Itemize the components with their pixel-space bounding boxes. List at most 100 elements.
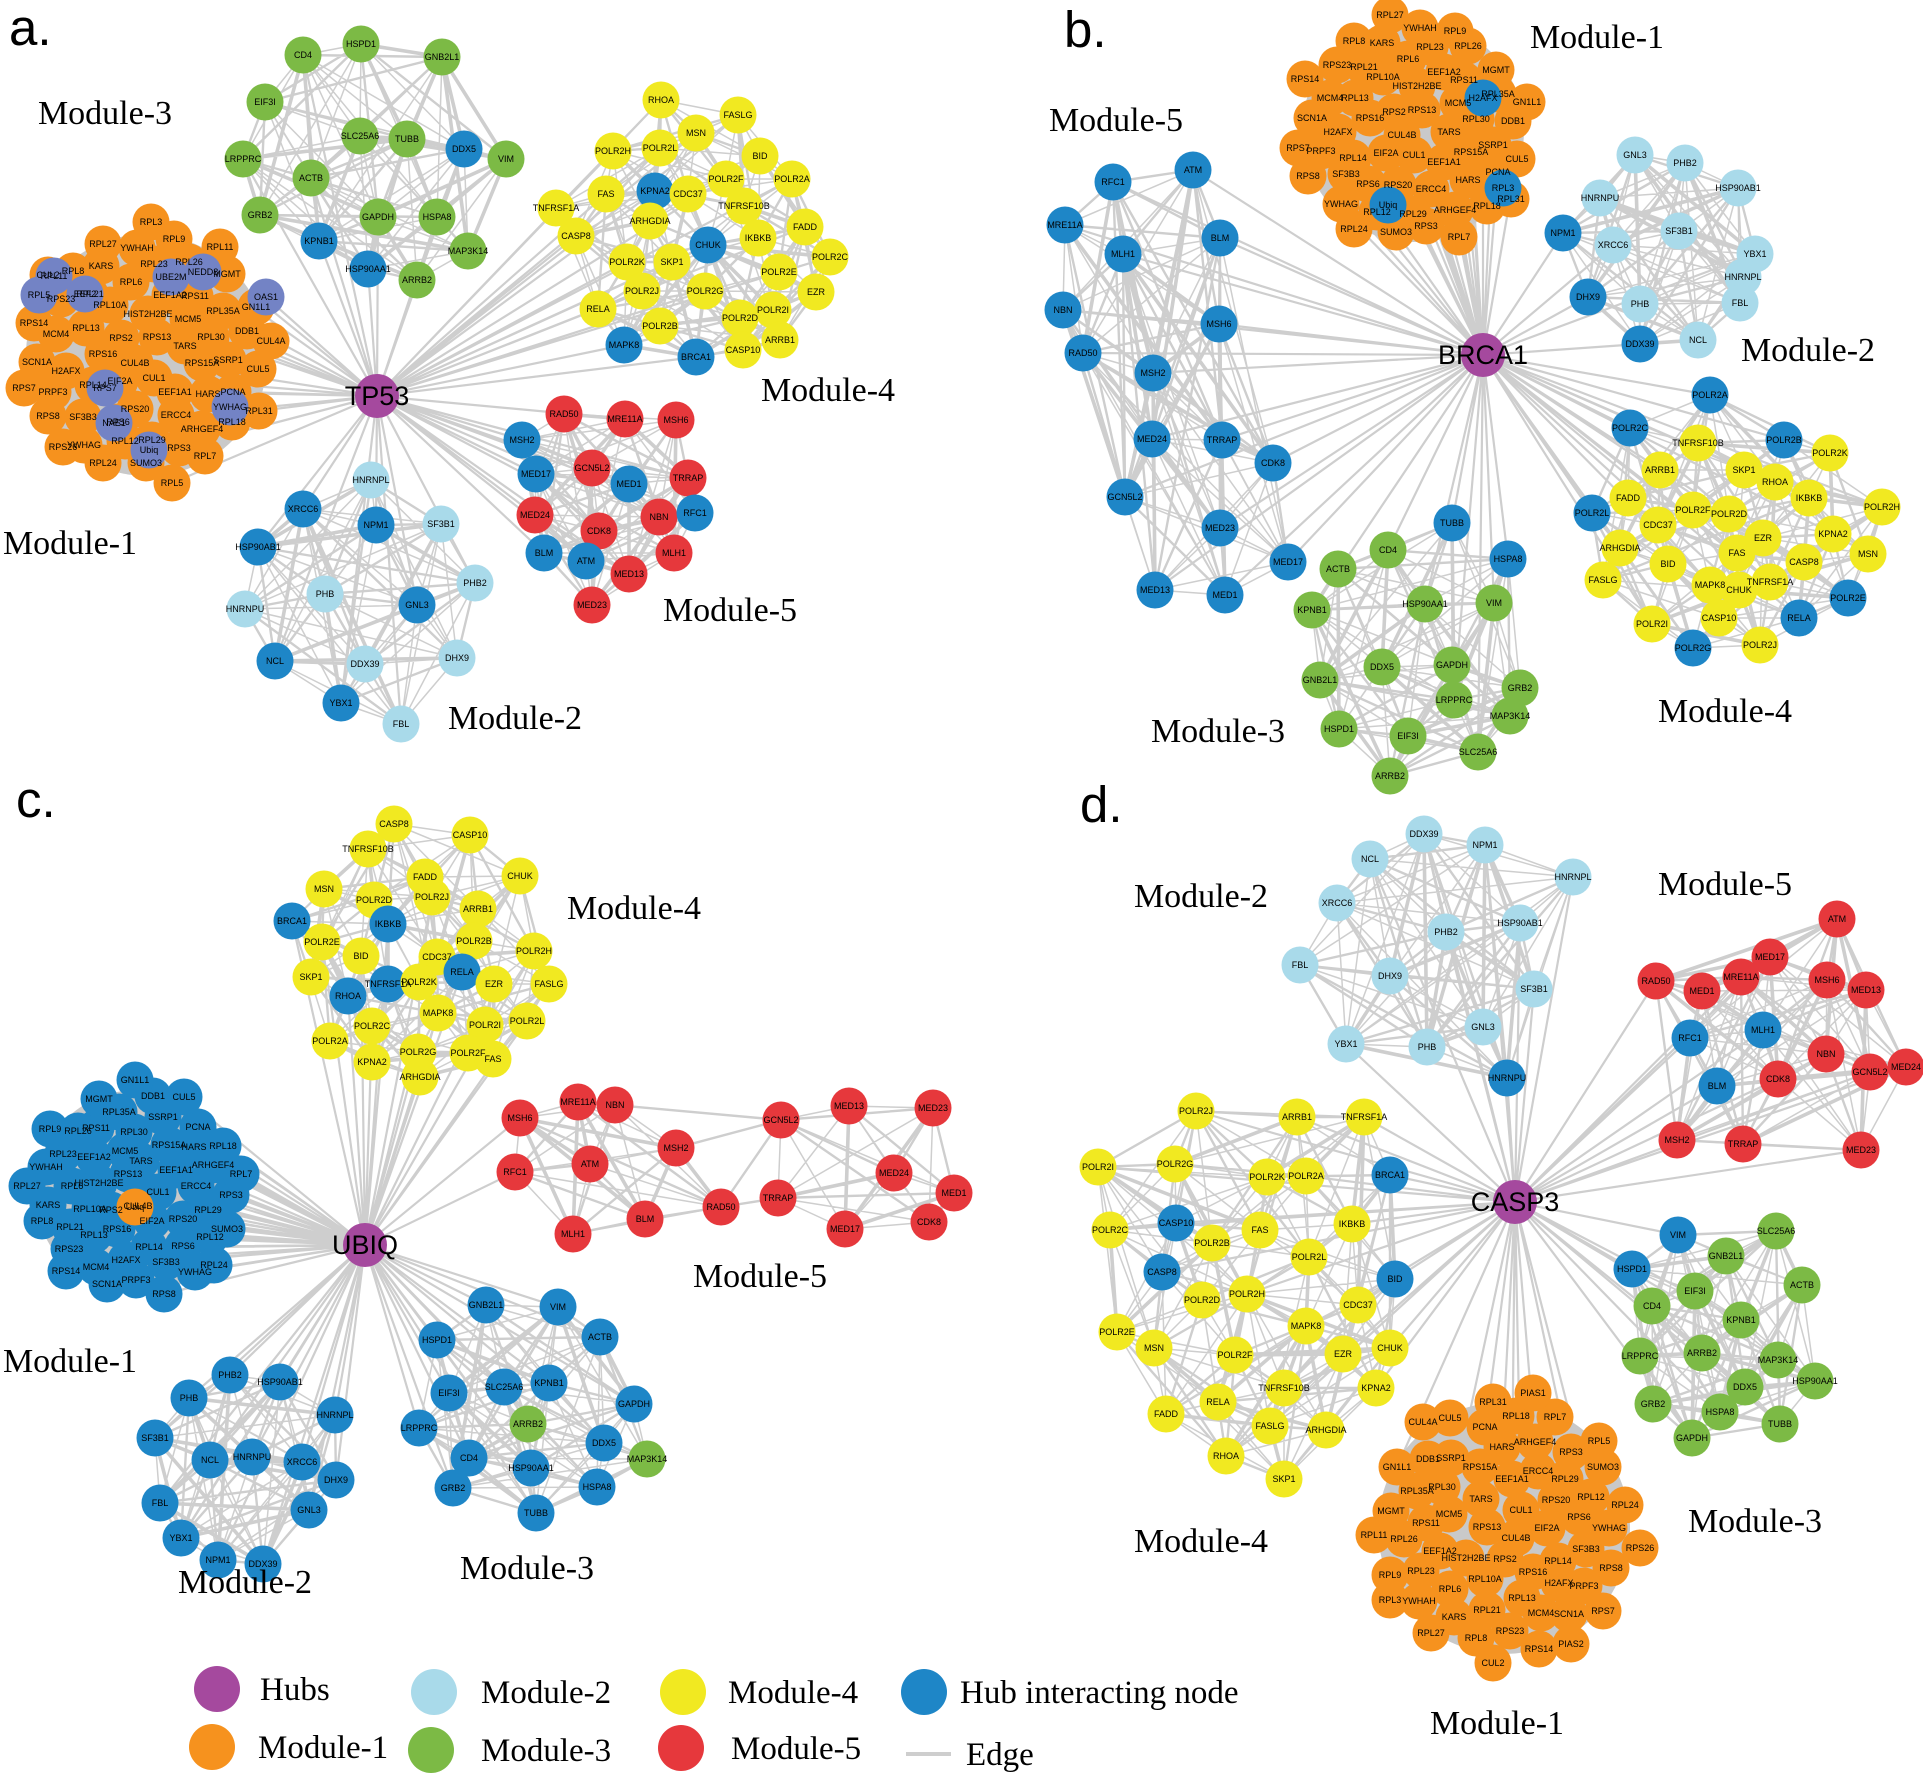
svg-text:DDX39: DDX39 (350, 659, 379, 669)
svg-text:CDK8: CDK8 (1766, 1074, 1790, 1084)
svg-text:KPNA2: KPNA2 (1361, 1383, 1391, 1393)
svg-text:POLR2F: POLR2F (1675, 505, 1711, 515)
svg-text:NPM1: NPM1 (363, 520, 388, 530)
svg-text:Module-3: Module-3 (1151, 713, 1285, 750)
svg-text:TUBB: TUBB (1440, 518, 1464, 528)
svg-text:ARHGDIA: ARHGDIA (1305, 1425, 1346, 1435)
svg-text:POLR2C: POLR2C (1612, 423, 1649, 433)
svg-text:LRPPRC: LRPPRC (401, 1423, 438, 1433)
svg-text:MED17: MED17 (1273, 557, 1303, 567)
svg-text:FBL: FBL (1292, 960, 1309, 970)
svg-text:SF3B3: SF3B3 (69, 412, 97, 422)
svg-text:ACTB: ACTB (1790, 1280, 1814, 1290)
svg-text:SF3B1: SF3B1 (141, 1433, 169, 1443)
svg-text:MED17: MED17 (521, 469, 551, 479)
svg-text:MRE11A: MRE11A (560, 1097, 595, 1107)
svg-text:RPL27: RPL27 (1417, 1628, 1445, 1638)
svg-text:TRRAP: TRRAP (1207, 435, 1238, 445)
svg-text:IKBKB: IKBKB (745, 233, 772, 243)
svg-text:CASP10: CASP10 (453, 830, 488, 840)
svg-text:NPM1: NPM1 (205, 1555, 230, 1565)
svg-text:RPL13: RPL13 (80, 1230, 108, 1240)
svg-text:Edge: Edge (966, 1737, 1034, 1773)
svg-text:SLC25A6: SLC25A6 (485, 1382, 524, 1392)
svg-text:IKBKB: IKBKB (1339, 1219, 1366, 1229)
svg-text:MSH2: MSH2 (663, 1143, 688, 1153)
svg-text:SF3B3: SF3B3 (1332, 169, 1360, 179)
svg-text:RPS14: RPS14 (1291, 74, 1320, 84)
svg-text:POLR2L: POLR2L (1292, 1252, 1327, 1262)
svg-text:YBX1: YBX1 (169, 1533, 192, 1543)
svg-text:ARRB2: ARRB2 (1375, 771, 1405, 781)
svg-text:RPL9: RPL9 (1379, 1570, 1402, 1580)
svg-text:SUMO3: SUMO3 (1380, 227, 1412, 237)
svg-text:NAE1: NAE1 (102, 418, 126, 428)
svg-text:RPS3: RPS3 (219, 1190, 243, 1200)
svg-text:POLR2D: POLR2D (1184, 1295, 1221, 1305)
svg-text:Module-1: Module-1 (1430, 1705, 1564, 1742)
svg-text:RPS15A: RPS15A (1463, 1462, 1498, 1472)
svg-text:HNRNPU: HNRNPU (1581, 193, 1620, 203)
svg-text:TNFRSF1A: TNFRSF1A (1747, 577, 1794, 587)
svg-text:SUMO3: SUMO3 (1587, 1462, 1619, 1472)
svg-text:XRCC6: XRCC6 (288, 504, 319, 514)
svg-text:RPL18: RPL18 (1502, 1411, 1530, 1421)
svg-text:POLR2A: POLR2A (1692, 390, 1728, 400)
svg-text:ACTB: ACTB (588, 1332, 612, 1342)
svg-text:RPS16: RPS16 (103, 1224, 132, 1234)
svg-text:MCM4: MCM4 (1528, 1608, 1555, 1618)
svg-text:SSRP1: SSRP1 (213, 355, 243, 365)
svg-text:SSRP1: SSRP1 (148, 1112, 178, 1122)
svg-text:DDB1: DDB1 (235, 326, 259, 336)
svg-text:GRB2: GRB2 (441, 1483, 466, 1493)
svg-text:NCL: NCL (201, 1455, 219, 1465)
svg-text:SKP1: SKP1 (660, 257, 683, 267)
svg-text:CASP10: CASP10 (726, 345, 761, 355)
svg-text:HNRNPL: HNRNPL (316, 1410, 353, 1420)
svg-text:NBN: NBN (1816, 1049, 1835, 1059)
svg-text:EEF1A2: EEF1A2 (77, 1152, 111, 1162)
svg-text:ACTB: ACTB (1326, 564, 1350, 574)
svg-text:RPL35A: RPL35A (102, 1107, 136, 1117)
svg-text:DHX9: DHX9 (1576, 292, 1600, 302)
svg-text:MCM4: MCM4 (83, 1262, 110, 1272)
svg-text:FASLG: FASLG (534, 979, 563, 989)
svg-text:EIF2A: EIF2A (139, 1216, 164, 1226)
svg-text:Module-1: Module-1 (1530, 19, 1664, 56)
svg-text:RHOA: RHOA (648, 95, 674, 105)
svg-text:MGMT: MGMT (1482, 65, 1510, 75)
svg-text:Module-4: Module-4 (1658, 693, 1792, 730)
svg-text:HARS: HARS (1455, 175, 1480, 185)
svg-text:SSRP1: SSRP1 (1478, 140, 1508, 150)
svg-text:SUMO3: SUMO3 (130, 458, 162, 468)
svg-text:SF3B1: SF3B1 (1665, 226, 1693, 236)
svg-text:GNB2L1: GNB2L1 (425, 52, 460, 62)
svg-text:RPL14: RPL14 (1339, 153, 1367, 163)
svg-text:RPL10A: RPL10A (1366, 72, 1400, 82)
svg-text:HSP90AB1: HSP90AB1 (1497, 918, 1543, 928)
svg-text:FASLG: FASLG (723, 110, 752, 120)
svg-text:GRB2: GRB2 (1508, 683, 1533, 693)
svg-text:CDK8: CDK8 (1261, 458, 1285, 468)
svg-text:POLR2H: POLR2H (595, 146, 631, 156)
svg-text:SF3B3: SF3B3 (1572, 1544, 1600, 1554)
svg-text:HNRNPU: HNRNPU (233, 1452, 272, 1462)
svg-text:HSP90AA1: HSP90AA1 (1402, 599, 1448, 609)
svg-text:RFC1: RFC1 (1678, 1033, 1702, 1043)
svg-text:SLC25A6: SLC25A6 (1459, 747, 1498, 757)
svg-text:TARS: TARS (1469, 1494, 1492, 1504)
svg-text:RPL11: RPL11 (1361, 1530, 1388, 1540)
svg-text:GNL3: GNL3 (297, 1505, 321, 1515)
svg-text:YBX1: YBX1 (1334, 1039, 1357, 1049)
svg-text:Module-5: Module-5 (1658, 866, 1792, 903)
svg-text:MSH2: MSH2 (1140, 368, 1165, 378)
svg-text:MED23: MED23 (1846, 1145, 1876, 1155)
svg-text:KARS: KARS (1442, 1612, 1467, 1622)
svg-text:MED24: MED24 (1891, 1062, 1921, 1072)
svg-text:MAP3K14: MAP3K14 (448, 246, 489, 256)
svg-text:ARRB2: ARRB2 (513, 1419, 543, 1429)
svg-text:SF3B1: SF3B1 (1520, 984, 1548, 994)
svg-text:EZR: EZR (485, 979, 504, 989)
svg-text:CUL5: CUL5 (246, 364, 269, 374)
svg-text:POLR2A: POLR2A (312, 1036, 348, 1046)
